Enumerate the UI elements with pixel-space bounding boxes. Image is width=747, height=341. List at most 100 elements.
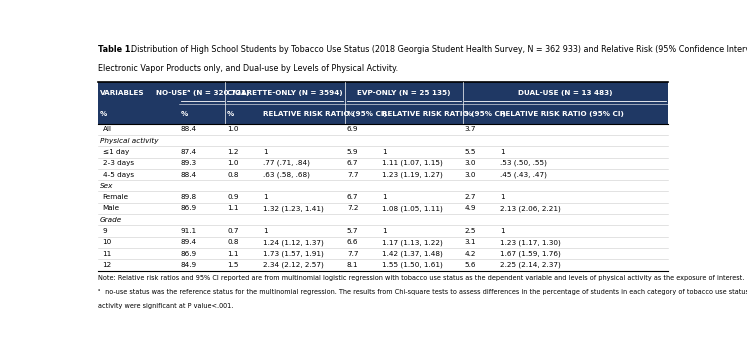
Text: 91.1: 91.1 xyxy=(181,228,197,234)
Text: 4.2: 4.2 xyxy=(465,251,476,257)
Text: 10: 10 xyxy=(102,239,112,246)
Text: Distribution of High School Students by Tobacco Use Status (2018 Georgia Student: Distribution of High School Students by … xyxy=(125,45,747,54)
Text: %: % xyxy=(227,111,235,117)
Text: 7.7: 7.7 xyxy=(347,251,359,257)
Text: 6.9: 6.9 xyxy=(347,126,359,132)
Text: %: % xyxy=(181,111,188,117)
Text: 88.4: 88.4 xyxy=(181,172,197,178)
Text: 89.3: 89.3 xyxy=(181,160,197,166)
Text: .53 (.50, .55): .53 (.50, .55) xyxy=(500,160,548,166)
Text: 1: 1 xyxy=(263,194,267,200)
Text: 1.32 (1.23, 1.41): 1.32 (1.23, 1.41) xyxy=(263,205,323,212)
Text: RELATIVE RISK RATIO (95% CI): RELATIVE RISK RATIO (95% CI) xyxy=(382,111,506,117)
Text: %: % xyxy=(465,111,471,117)
Text: 86.9: 86.9 xyxy=(181,206,197,211)
Text: RELATIVE RISK RATIO (95% CI): RELATIVE RISK RATIO (95% CI) xyxy=(263,111,387,117)
Text: 5.6: 5.6 xyxy=(465,262,476,268)
Text: 1.11 (1.07, 1.15): 1.11 (1.07, 1.15) xyxy=(382,160,442,166)
Text: 1: 1 xyxy=(382,194,386,200)
Text: 2-3 days: 2-3 days xyxy=(102,160,134,166)
Text: 1.23 (1.19, 1.27): 1.23 (1.19, 1.27) xyxy=(382,171,442,178)
Text: 6.6: 6.6 xyxy=(347,239,359,246)
Text: 1: 1 xyxy=(500,228,505,234)
Text: %: % xyxy=(347,111,354,117)
Text: 1.1: 1.1 xyxy=(227,206,238,211)
Text: 2.13 (2.06, 2.21): 2.13 (2.06, 2.21) xyxy=(500,205,561,212)
Text: 1: 1 xyxy=(263,149,267,155)
Text: ᵃ: ᵃ xyxy=(98,289,100,294)
Text: 7.7: 7.7 xyxy=(347,172,359,178)
Text: no-use status was the reference status for the multinomial regression. The resul: no-use status was the reference status f… xyxy=(103,289,747,295)
Text: 1.23 (1.17, 1.30): 1.23 (1.17, 1.30) xyxy=(500,239,561,246)
Text: 87.4: 87.4 xyxy=(181,149,197,155)
Text: .45 (.43, .47): .45 (.43, .47) xyxy=(500,171,548,178)
Text: NO-USEᵃ (N = 320 721): NO-USEᵃ (N = 320 721) xyxy=(155,90,249,96)
Text: 12: 12 xyxy=(102,262,112,268)
Text: All: All xyxy=(102,126,111,132)
Text: 4-5 days: 4-5 days xyxy=(102,172,134,178)
Text: 1.67 (1.59, 1.76): 1.67 (1.59, 1.76) xyxy=(500,250,561,257)
Text: 3.7: 3.7 xyxy=(465,126,476,132)
Text: Electronic Vapor Products only, and Dual-use by Levels of Physical Activity.: Electronic Vapor Products only, and Dual… xyxy=(98,64,398,73)
Text: 7.2: 7.2 xyxy=(347,206,359,211)
Text: 89.4: 89.4 xyxy=(181,239,197,246)
Text: 88.4: 88.4 xyxy=(181,126,197,132)
Text: 1.24 (1.12, 1.37): 1.24 (1.12, 1.37) xyxy=(263,239,323,246)
Text: 84.9: 84.9 xyxy=(181,262,197,268)
Text: 3.1: 3.1 xyxy=(465,239,476,246)
Bar xyxy=(98,81,668,124)
Text: 4.9: 4.9 xyxy=(465,206,476,211)
Text: 5.9: 5.9 xyxy=(347,149,359,155)
Text: .63 (.58, .68): .63 (.58, .68) xyxy=(263,171,310,178)
Text: 1: 1 xyxy=(382,228,386,234)
Text: Table 1.: Table 1. xyxy=(98,45,134,54)
Text: 6.7: 6.7 xyxy=(347,160,359,166)
Text: 6.7: 6.7 xyxy=(347,194,359,200)
Text: 0.8: 0.8 xyxy=(227,239,238,246)
Text: Sex: Sex xyxy=(100,183,113,189)
Text: Note: Relative risk ratios and 95% CI reported are from multinomial logistic reg: Note: Relative risk ratios and 95% CI re… xyxy=(98,276,744,281)
Text: 3.0: 3.0 xyxy=(465,160,476,166)
Text: .77 (.71, .84): .77 (.71, .84) xyxy=(263,160,310,166)
Text: 1: 1 xyxy=(500,149,505,155)
Text: DUAL-USE (N = 13 483): DUAL-USE (N = 13 483) xyxy=(518,90,613,96)
Text: Physical activity: Physical activity xyxy=(100,137,158,144)
Text: 1.0: 1.0 xyxy=(227,126,238,132)
Text: 2.5: 2.5 xyxy=(465,228,476,234)
Text: 11: 11 xyxy=(102,251,112,257)
Text: 2.34 (2.12, 2.57): 2.34 (2.12, 2.57) xyxy=(263,262,323,268)
Text: 1.73 (1.57, 1.91): 1.73 (1.57, 1.91) xyxy=(263,250,323,257)
Text: 1.5: 1.5 xyxy=(227,262,238,268)
Text: 5.5: 5.5 xyxy=(465,149,476,155)
Text: 2.7: 2.7 xyxy=(465,194,476,200)
Text: 1.2: 1.2 xyxy=(227,149,238,155)
Text: ≤1 day: ≤1 day xyxy=(102,149,129,155)
Text: RELATIVE RISK RATIO (95% CI): RELATIVE RISK RATIO (95% CI) xyxy=(500,111,624,117)
Text: 9: 9 xyxy=(102,228,108,234)
Text: 1.1: 1.1 xyxy=(227,251,238,257)
Text: 1.17 (1.13, 1.22): 1.17 (1.13, 1.22) xyxy=(382,239,442,246)
Text: 5.7: 5.7 xyxy=(347,228,359,234)
Text: VARIABLES: VARIABLES xyxy=(100,90,144,96)
Text: 0.9: 0.9 xyxy=(227,194,238,200)
Text: CIGARETTE-ONLY (N = 3594): CIGARETTE-ONLY (N = 3594) xyxy=(228,90,343,96)
Text: 1.42 (1.37, 1.48): 1.42 (1.37, 1.48) xyxy=(382,250,442,257)
Text: %: % xyxy=(100,111,107,117)
Text: Female: Female xyxy=(102,194,128,200)
Text: 86.9: 86.9 xyxy=(181,251,197,257)
Text: 2.25 (2.14, 2.37): 2.25 (2.14, 2.37) xyxy=(500,262,561,268)
Text: EVP-ONLY (N = 25 135): EVP-ONLY (N = 25 135) xyxy=(357,90,450,96)
Text: 0.8: 0.8 xyxy=(227,172,238,178)
Text: Male: Male xyxy=(102,206,120,211)
Text: 8.1: 8.1 xyxy=(347,262,359,268)
Text: 1.0: 1.0 xyxy=(227,160,238,166)
Text: 89.8: 89.8 xyxy=(181,194,197,200)
Text: 1: 1 xyxy=(500,194,505,200)
Text: 1: 1 xyxy=(382,149,386,155)
Text: Grade: Grade xyxy=(100,217,122,223)
Text: 0.7: 0.7 xyxy=(227,228,238,234)
Text: 1.55 (1.50, 1.61): 1.55 (1.50, 1.61) xyxy=(382,262,442,268)
Text: 3.0: 3.0 xyxy=(465,172,476,178)
Text: 1: 1 xyxy=(263,228,267,234)
Text: activity were significant at P value<.001.: activity were significant at P value<.00… xyxy=(98,303,233,309)
